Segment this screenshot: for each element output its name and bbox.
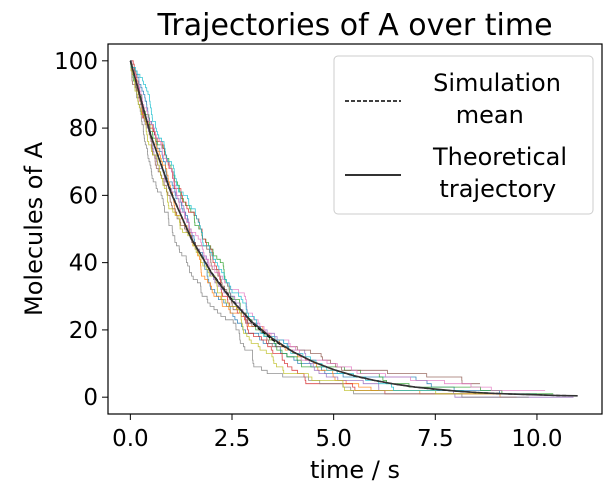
- simulation-trajectory-8: [130, 60, 529, 398]
- y-tick-label: 60: [69, 183, 98, 209]
- legend-mean-label-line1: Simulation: [433, 69, 561, 97]
- y-axis-label: Molecules of A: [20, 141, 48, 316]
- x-tick-label: 5.0: [315, 426, 352, 452]
- y-tick-label: 0: [83, 385, 98, 411]
- legend: Simulation mean Theoretical trajectory: [333, 55, 594, 215]
- chart-title: Trajectories of A over time: [156, 8, 552, 43]
- simulation-trajectory-10: [130, 60, 464, 391]
- theoretical-trajectory-line: [129, 60, 578, 397]
- x-tick-label: 2.5: [214, 426, 251, 452]
- y-tick-label: 40: [69, 251, 98, 277]
- x-tick-label: 10.0: [511, 426, 562, 452]
- x-tick-label: 0.0: [112, 426, 149, 452]
- y-axis-ticks: 0 20 40 60 80 100: [54, 49, 108, 411]
- legend-theory-label-line2: trajectory: [432, 175, 556, 203]
- x-axis-ticks: 0.0 2.5 5.0 7.5 10.0: [112, 414, 563, 452]
- simulation-trajectory-9: [130, 60, 509, 395]
- x-tick-label: 7.5: [417, 426, 454, 452]
- summary-curves: [129, 60, 578, 397]
- legend-theory-label-line1: Theoretical: [432, 143, 567, 171]
- axes-frame: [107, 43, 603, 415]
- x-axis-label: time / s: [310, 456, 400, 484]
- y-tick-label: 20: [69, 318, 98, 344]
- simulation-trajectories: [130, 60, 574, 398]
- y-tick-label: 100: [54, 49, 98, 75]
- legend-mean-label-line2: mean: [448, 101, 524, 129]
- y-tick-label: 80: [69, 116, 98, 142]
